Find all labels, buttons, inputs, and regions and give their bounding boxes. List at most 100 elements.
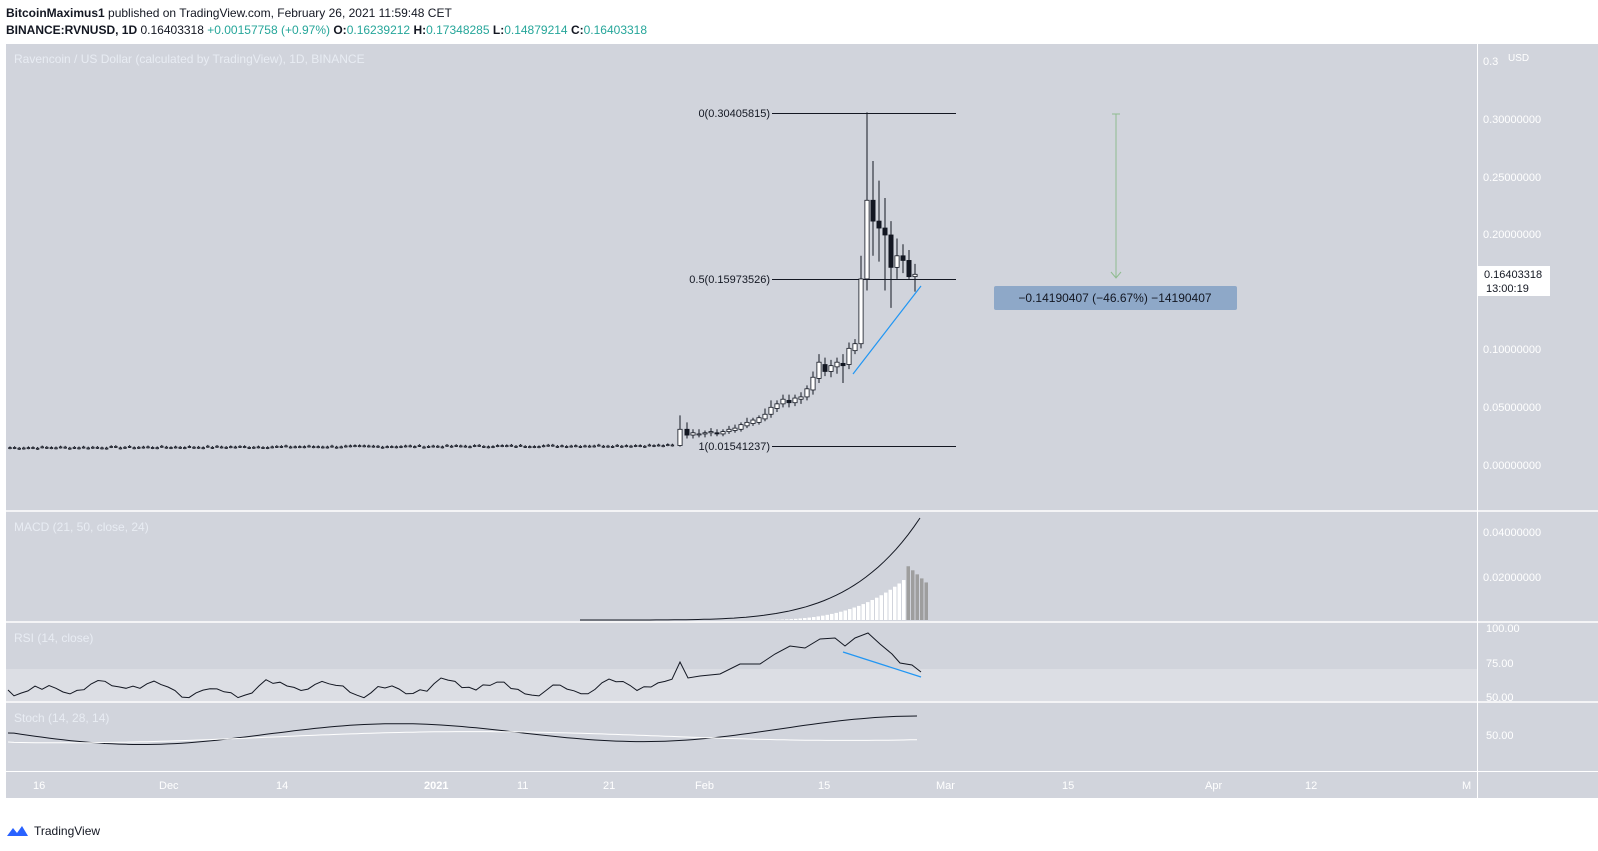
candle [798,396,804,400]
price-trendline[interactable] [852,285,922,375]
rsi-title: RSI (14, close) [14,631,93,645]
candle [431,445,435,448]
candle [597,444,601,447]
candle [275,445,279,448]
ohlc-legend: BINANCE:RVNUSD, 1D 0.16403318 +0.0015775… [6,22,647,38]
candle [528,446,532,449]
macd-histogram-bar [902,580,906,620]
candle [477,444,481,447]
candle [330,445,334,448]
stoch-d-line [7,731,918,744]
candle [49,447,54,450]
time-tick: 2021 [424,780,448,792]
candle [321,446,325,449]
candle [196,446,201,449]
candle [394,446,399,449]
time-tick: M [1462,780,1471,792]
price-range-measure[interactable]: −0.14190407 (−46.67%) −14190407 [994,113,1237,310]
candle [647,444,652,447]
candle [440,446,445,449]
candle [109,446,113,448]
macd-histogram-bar [884,592,888,620]
candle [633,445,638,447]
candle [677,428,683,446]
author-name[interactable]: BitcoinMaximus1 [6,6,105,20]
candle [858,278,864,345]
candle [569,445,573,448]
candle [408,445,412,448]
publish-info: BitcoinMaximus1 published on TradingView… [6,5,452,21]
price-tick: 0.00000000 [1483,460,1541,472]
candle [348,445,353,448]
candle [786,399,792,404]
macd-histogram-bar [875,597,879,620]
candle [696,433,702,436]
candle [574,445,578,448]
price-trendline-line[interactable] [852,285,922,375]
candle [578,446,583,448]
price-tick: 0.30000000 [1483,114,1541,126]
time-tick: 16 [33,780,45,792]
time-tick: 12 [1305,780,1317,792]
macd-histogram [744,566,928,620]
candle [882,227,888,236]
time-tick: 15 [818,780,830,792]
candle [587,445,592,448]
symbol-label: BINANCE:RVNUSD, 1D [6,23,138,37]
macd-histogram-bar [911,570,915,620]
candle [219,446,224,449]
candle [261,447,265,449]
rsi-line [7,632,922,699]
rsi-trendline[interactable] [842,651,922,678]
candle [546,444,550,447]
candle [454,445,458,447]
candle [141,446,146,449]
macd-histogram-bar [870,599,874,620]
candle [114,446,118,448]
time-tick: Mar [936,780,955,792]
stoch-title: Stoch (14, 28, 14) [14,711,109,725]
macd-histogram-bar [857,605,861,620]
open-value: 0.16239212 [346,23,411,37]
macd-histogram-bar [897,583,901,620]
candle [482,445,486,448]
price-tick: 0.05000000 [1483,402,1541,414]
candle [870,199,876,222]
macd-histogram-bar [785,619,789,620]
candle [702,432,708,435]
rsi-tick: 50.00 [1486,692,1514,704]
footer-brand[interactable]: TradingView [34,824,101,838]
candle [518,444,523,447]
price-axis-background [1478,44,1598,771]
candle [12,447,17,449]
price-axis[interactable]: 0.3 0.30000000 0.25000000 0.20000000 0.1… [1483,56,1541,472]
candle [72,446,77,449]
candle [720,431,726,435]
candle [912,273,918,278]
time-tick: 15 [1062,780,1074,792]
candle [768,406,774,415]
measure-callout [994,286,1237,310]
candles[interactable] [8,112,918,450]
candle [894,255,900,268]
candle [265,447,270,449]
candle [311,446,316,449]
candle [629,445,633,448]
candle [357,445,362,448]
close-value: 0.16403318 [583,23,648,37]
candle [367,445,371,448]
time-axis[interactable]: 16 Dec 14 2021 11 21 Feb 15 Mar 15 Apr 1… [33,780,1471,792]
macd-histogram-bar [924,582,928,620]
candle [344,445,348,448]
candle [8,447,12,450]
fib-retracement[interactable]: 0(0.30405815) 0.5(0.15973526) 1(0.015412… [689,108,956,453]
candle [486,446,491,449]
low-value: 0.14879214 [504,23,568,37]
candle [390,446,394,448]
candle [601,445,606,448]
candle [169,447,173,449]
candle [385,446,389,449]
candle [505,445,509,448]
fib-label-0: 0(0.30405815) [698,108,770,120]
